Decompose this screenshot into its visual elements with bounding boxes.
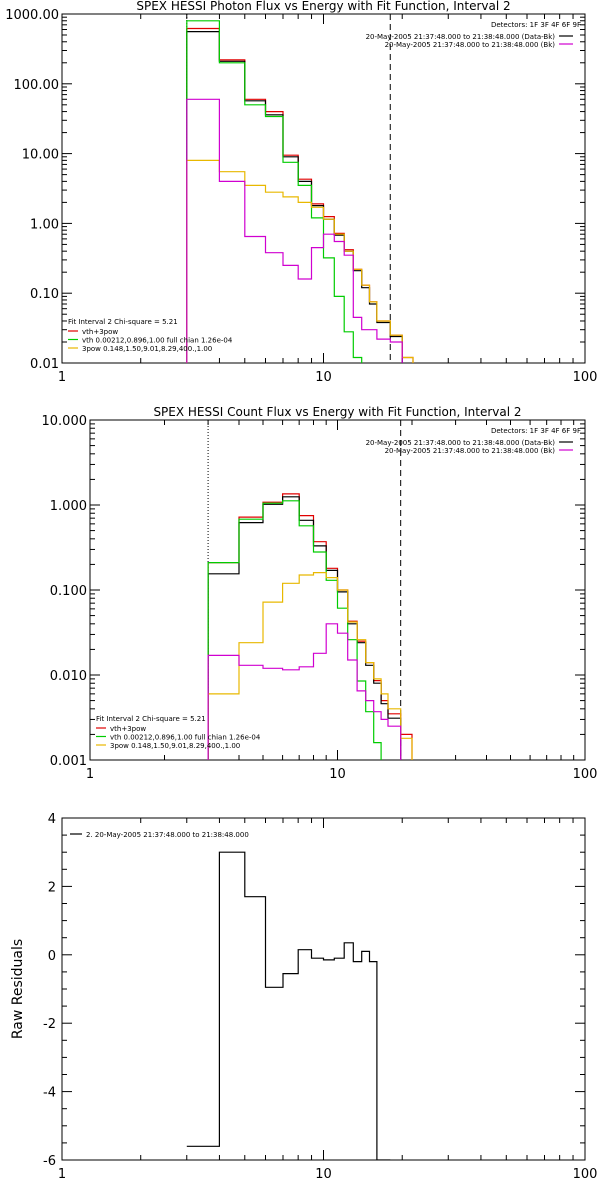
fit-legend-label: 3pow 0.148,1.50,9.01,8.29,400.,1.00 xyxy=(82,345,212,353)
series-3-step-line xyxy=(186,20,363,363)
x-tick-label: 10 xyxy=(329,767,346,782)
fit-legend-label: vth+3pow xyxy=(82,328,118,336)
series-1-step-line xyxy=(186,27,414,363)
y-tick-label: 100.00 xyxy=(14,78,60,93)
x-tick-label: 10 xyxy=(315,1167,332,1182)
y-tick-label: 0.010 xyxy=(50,669,87,684)
y-tick-label: 10.00 xyxy=(22,148,59,163)
y-tick-label: -6 xyxy=(43,1154,56,1169)
y-tick-label: -2 xyxy=(43,1017,56,1032)
y-axis-label: Raw Residuals xyxy=(10,939,26,1039)
y-tick-label: 1.000 xyxy=(50,499,87,514)
plot-frame xyxy=(61,817,586,1161)
y-tick-label: 1.00 xyxy=(30,217,59,232)
top-legend: 2. 20-May-2005 21:37:48.000 to 21:38:48.… xyxy=(70,831,249,839)
y-axis: -6 -4 -2 0 2 4 xyxy=(43,812,585,1169)
chart-title: SPEX HESSI Count Flux vs Energy with Fit… xyxy=(153,405,521,419)
series-1-step-line xyxy=(186,851,391,1160)
series-group xyxy=(186,20,414,363)
x-tick-label: 10 xyxy=(315,370,332,385)
y-axis: 0.01 0.10 1.00 10.00 100.00 1000.00 xyxy=(5,8,585,372)
chart-panel-3: 1 10 100 -6 -4 -2 0 2 4 Raw Residuals 2. 20-May-20… xyxy=(10,812,597,1182)
legend-entry-label: 20-May-2005 21:37:48.000 to 21:38:48.000… xyxy=(366,33,556,41)
series-group xyxy=(186,851,391,1160)
series-5-step-line xyxy=(186,98,403,363)
series-2-step-line xyxy=(186,31,403,363)
fit-legend-label: vth+3pow xyxy=(110,725,146,733)
y-axis: 0.001 0.010 0.100 1.000 10.000 xyxy=(42,414,585,769)
y-tick-label: 0 xyxy=(48,949,56,964)
fit-legend-header: Fit Interval 2 Chi-square = 5.21 xyxy=(68,318,178,326)
y-tick-label: 0.10 xyxy=(30,287,59,302)
x-axis: 1 10 100 xyxy=(58,14,598,385)
plot-frame xyxy=(61,13,586,364)
legend-entry-label: 20-May-2005 21:37:48.000 to 21:38:48.000… xyxy=(366,439,556,447)
series-group xyxy=(207,493,413,760)
series-4-step-line xyxy=(207,572,413,760)
x-axis: 1 10 100 xyxy=(86,420,598,782)
x-tick-label: 100 xyxy=(573,370,598,385)
legend-header: Detectors: 1F 3F 4F 6F 9F xyxy=(491,21,581,29)
x-tick-label: 1 xyxy=(58,370,66,385)
legend-entry-label: 20-May-2005 21:37:48.000 to 21:38:48.000… xyxy=(385,41,556,49)
x-axis: 1 10 100 xyxy=(58,818,598,1182)
x-tick-label: 1 xyxy=(86,767,94,782)
chart-panel-2: SPEX HESSI Count Flux vs Energy with Fit… xyxy=(42,405,598,782)
fit-legend-label: 3pow 0.148,1.50,9.01,8.29,400.,1.00 xyxy=(110,742,240,750)
y-tick-label: 4 xyxy=(48,812,56,827)
x-tick-label: 100 xyxy=(573,767,598,782)
series-4-step-line xyxy=(186,159,414,363)
y-tick-label: -4 xyxy=(43,1086,56,1101)
fit-legend-label: vth 0.00212,0.896,1.00 full chian 1.26e-… xyxy=(82,337,233,345)
chart-panel-1: SPEX HESSI Photon Flux vs Energy with Fi… xyxy=(5,0,598,385)
legend-entry-label: 20-May-2005 21:37:48.000 to 21:38:48.000… xyxy=(385,447,556,455)
chart-title: SPEX HESSI Photon Flux vs Energy with Fi… xyxy=(136,0,510,13)
y-tick-label: 2 xyxy=(48,880,56,895)
x-tick-label: 100 xyxy=(573,1167,598,1182)
y-tick-label: 0.01 xyxy=(30,357,59,372)
legend-header: Detectors: 1F 3F 4F 6F 9F xyxy=(491,427,581,435)
y-tick-label: 10.000 xyxy=(42,414,88,429)
series-2-step-line xyxy=(207,496,402,760)
fit-legend: Fit Interval 2 Chi-square = 5.21 vth+3pow… xyxy=(68,318,233,353)
fit-legend-label: vth 0.00212,0.896,1.00 full chian 1.26e-… xyxy=(110,734,261,742)
x-tick-label: 1 xyxy=(58,1167,66,1182)
top-legend: Detectors: 1F 3F 4F 6F 9F 20-May-2005 21:… xyxy=(366,427,581,455)
y-tick-label: 0.001 xyxy=(50,754,87,769)
fit-legend: Fit Interval 2 Chi-square = 5.21 vth+3pow… xyxy=(96,715,261,750)
fit-legend-header: Fit Interval 2 Chi-square = 5.21 xyxy=(96,715,206,723)
series-3-step-line xyxy=(207,500,382,760)
series-5-step-line xyxy=(207,623,402,760)
legend-entry-label: 2. 20-May-2005 21:37:48.000 to 21:38:48.… xyxy=(86,831,249,839)
y-tick-label: 0.100 xyxy=(50,584,87,599)
y-tick-label: 1000.00 xyxy=(5,8,59,23)
top-legend: Detectors: 1F 3F 4F 6F 9F 20-May-2005 21:… xyxy=(366,21,581,49)
